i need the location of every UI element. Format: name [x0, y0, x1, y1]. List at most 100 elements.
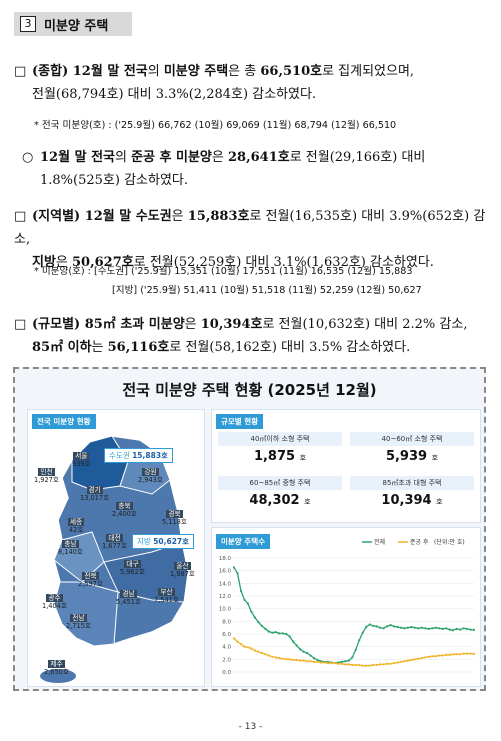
region-value: 1,677호 — [102, 542, 127, 550]
data-point — [462, 652, 465, 655]
region-value: 2,943호 — [138, 476, 163, 484]
data-point — [462, 627, 465, 630]
region-name: 서울 — [73, 452, 90, 460]
data-point — [438, 627, 441, 630]
data-point — [236, 572, 239, 575]
region-name: 경북 — [166, 510, 183, 518]
size-value: 5,939 — [385, 449, 428, 464]
data-point — [368, 623, 371, 626]
data-point — [292, 658, 295, 662]
para-text: 56,116호 — [107, 340, 170, 355]
section-number: 3 — [20, 16, 36, 32]
data-point — [452, 629, 455, 632]
data-point — [246, 602, 249, 605]
data-point — [424, 627, 427, 630]
data-point — [326, 662, 329, 665]
region-gwangju: 광주 1,404호 — [42, 594, 67, 610]
data-point — [441, 654, 444, 657]
data-point — [285, 632, 288, 636]
map-tag: 전국 미분양 현황 — [32, 414, 96, 429]
data-point — [260, 651, 263, 655]
size-unit: 호 — [299, 454, 307, 462]
region-name: 광주 — [46, 594, 63, 602]
region-gyeonggi: 경기 13,017호 — [80, 486, 109, 502]
region-name: 강원 — [142, 468, 159, 476]
region-daejeon: 대전 1,677호 — [102, 534, 127, 550]
region-jeju: 제주 2,650호 — [44, 660, 69, 676]
note-regional-line1: * 미분양(호) : [수도권] ('25.9월) 15,351 (10월) 1… — [34, 266, 413, 277]
data-point — [379, 626, 382, 629]
data-point — [253, 616, 256, 619]
data-point — [264, 653, 267, 656]
data-point — [267, 654, 270, 657]
data-point — [452, 653, 455, 656]
region-value: 5,962호 — [120, 568, 145, 576]
data-point — [246, 646, 249, 649]
data-point — [333, 662, 336, 665]
data-point — [340, 662, 343, 665]
para-heading: (지역별) — [32, 209, 81, 224]
region-busan: 부산 7,541호 — [154, 588, 179, 604]
legend-label: 준공 후 — [410, 538, 429, 546]
data-point — [472, 652, 476, 655]
data-point — [232, 566, 236, 569]
size-label: 40㎡이하 소형 주택 — [218, 432, 342, 446]
region-name: 대전 — [106, 534, 123, 542]
para-text: 은 — [171, 209, 188, 224]
data-point — [316, 660, 319, 663]
region-value: 2,597호 — [78, 580, 103, 588]
data-point — [271, 631, 274, 634]
data-point — [278, 632, 281, 635]
legend-label: 전체 — [374, 538, 385, 546]
region-name: 전남 — [70, 614, 87, 622]
para-text: 은 — [184, 317, 201, 332]
data-point — [358, 663, 361, 667]
y-tick-label: 0.0 — [222, 670, 231, 676]
data-point — [399, 660, 403, 663]
bullet-mark: □ — [14, 64, 27, 79]
capital-callout: 수도권 15,883호 — [104, 448, 173, 463]
data-point — [417, 657, 420, 660]
data-point — [413, 658, 416, 661]
series-line — [233, 567, 475, 664]
para-text: 미분양 주택 — [163, 64, 229, 79]
bullet-mark: ○ — [22, 150, 34, 165]
data-point — [379, 663, 382, 666]
size-card: 규모별 현황 40㎡이하 소형 주택 1,875 호 40~60㎡ 소형 주택 … — [211, 409, 481, 523]
data-point — [274, 631, 277, 634]
bullet-mark: □ — [14, 209, 27, 224]
data-point — [281, 657, 284, 660]
para-text: 는 — [91, 340, 108, 355]
region-gyeongbuk: 경북 5,118호 — [162, 510, 187, 526]
data-point — [445, 653, 448, 656]
data-point — [354, 648, 357, 651]
region-value: 1,404호 — [42, 602, 67, 610]
data-point — [389, 624, 392, 627]
data-point — [288, 658, 291, 661]
data-point — [431, 655, 434, 658]
region-ulsan: 울산 1,987호 — [170, 562, 195, 578]
para-text: 로 전월(16,535호) 대비 3.9%(652호) 감소, — [14, 209, 486, 247]
data-point — [302, 659, 305, 662]
data-point — [253, 649, 256, 652]
data-point — [368, 664, 371, 667]
region-seoul: 서울 939호 — [72, 452, 91, 468]
data-point — [375, 625, 378, 628]
data-point — [361, 631, 364, 634]
note-regional-line2: [지방] ('25.9월) 51,411 (10월) 51,518 (11월) … — [112, 285, 422, 296]
data-point — [271, 655, 274, 658]
y-tick-label: 18.0 — [219, 556, 232, 562]
size-cell: 60~85㎡ 중형 주택 48,302 호 — [218, 476, 342, 516]
data-point — [410, 625, 413, 629]
data-point — [285, 658, 288, 661]
data-point — [361, 664, 364, 667]
provinces-callout: 지방 50,627호 — [132, 534, 195, 549]
para-text: 1.8%(525호) 감소하였다. — [40, 173, 189, 188]
data-point — [250, 610, 253, 613]
data-point — [239, 589, 243, 592]
data-point — [459, 628, 462, 631]
provinces-label: 지방 — [137, 537, 151, 546]
data-point — [288, 635, 291, 638]
data-point — [358, 639, 361, 642]
region-name: 대구 — [124, 560, 141, 568]
